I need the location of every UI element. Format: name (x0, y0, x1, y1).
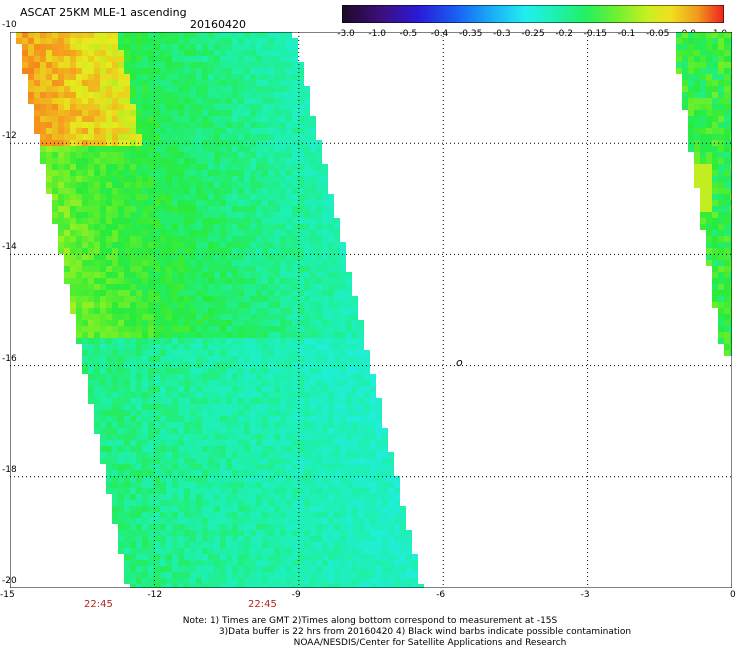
colorbar-label: -0.4 (430, 29, 449, 39)
y-tick-label: -14 (2, 242, 17, 253)
note-line-1: Note: 1) Times are GMT 2)Times along bot… (182, 616, 558, 626)
x-tick-label: -3 (580, 590, 590, 600)
colorbar-label: -0.25 (521, 29, 545, 39)
y-tick-label: -16 (2, 353, 17, 364)
colorbar-label: -0.5 (399, 29, 418, 39)
map-title: ASCAT 25KM MLE-1 ascending (20, 6, 187, 19)
colorbar-label: -0.2 (555, 29, 573, 39)
swath-map: o (10, 32, 732, 588)
location-marker: o (456, 356, 463, 369)
map-date: 20160420 (190, 18, 246, 31)
x-tick-label: -15 (0, 590, 15, 600)
colorbar-label: -3.0 (337, 29, 355, 39)
colorbar-label: -0.1 (617, 29, 636, 39)
x-tick-label: 0 (730, 590, 736, 600)
colorbar-label: -0.3 (493, 29, 511, 39)
note-line-3: NOAA/NESDIS/Center for Satellite Applica… (293, 638, 567, 648)
colorbar-label: -0.35 (459, 29, 483, 39)
colorbar-label: -0.05 (646, 29, 670, 39)
colorbar (342, 5, 724, 23)
y-tick-label: -10 (2, 20, 17, 30)
y-tick-label: -12 (2, 131, 17, 142)
colorbar-label: -0.15 (583, 29, 607, 39)
colorbar-label: -1.0 (368, 29, 386, 39)
y-tick-label: -18 (2, 464, 17, 475)
time-label-2: 22:45 (248, 599, 277, 610)
x-tick-label: -9 (291, 590, 301, 600)
ascat-swaths (16, 32, 732, 588)
x-tick-label: -12 (147, 590, 163, 600)
y-tick-label: -20 (2, 576, 17, 586)
x-tick-label: -6 (436, 590, 446, 600)
note-line-2: 3)Data buffer is 22 hrs from 20160420 4)… (218, 627, 632, 637)
time-label-1: 22:45 (84, 599, 113, 610)
lat-lon-grid (10, 32, 732, 588)
